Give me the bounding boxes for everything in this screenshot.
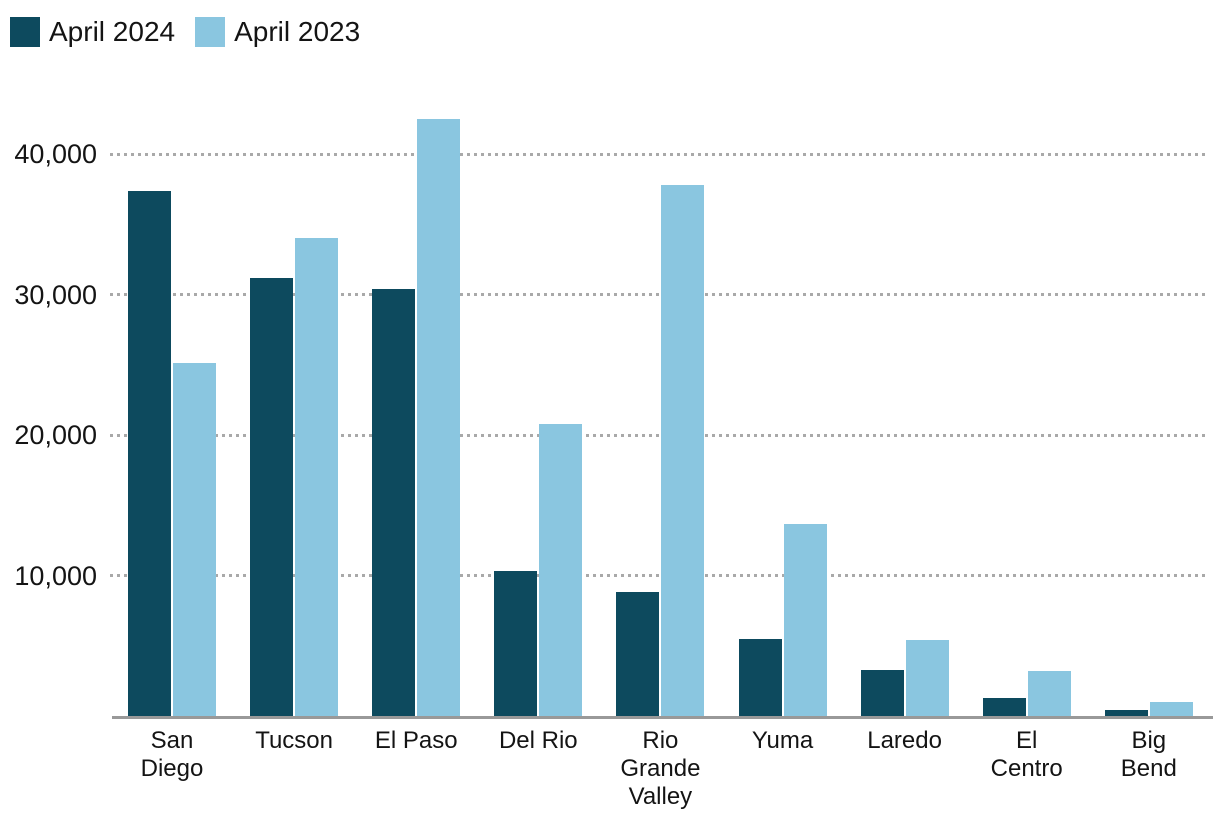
bar-april-2023-el-centro — [1027, 671, 1071, 716]
bar-april-2024-san-diego — [128, 190, 171, 716]
bar-april-2024-el-centro — [982, 697, 1026, 716]
bar-april-2023-san-diego — [173, 363, 216, 716]
legend-label-april-2024: April 2024 — [49, 16, 176, 47]
bar-april-2024-big-bend — [1104, 709, 1148, 716]
bar-april-2024-yuma — [738, 638, 782, 716]
bar-april-2023-el-paso — [417, 118, 461, 716]
bar-april-2023-rio-grande-valley — [661, 184, 705, 716]
x-axis-label-el-paso: El Paso — [374, 727, 458, 754]
legend-item-april-2023: April 2023 — [195, 16, 360, 48]
bar-april-2024-rio-grande-valley — [616, 592, 660, 716]
bar-april-2024-laredo — [860, 669, 904, 716]
x-axis-label-del-rio: Del Rio — [498, 727, 578, 754]
y-axis-tick-label: 40,000 — [14, 139, 97, 169]
gridline-20000 — [110, 433, 1207, 437]
bar-april-2023-yuma — [783, 523, 827, 716]
gridline-40000 — [110, 152, 1207, 156]
x-axis-label-san-diego: San Diego — [140, 727, 204, 782]
bar-april-2023-tucson — [295, 238, 339, 716]
bar-april-2023-big-bend — [1149, 701, 1193, 716]
bar-april-2023-del-rio — [539, 423, 583, 716]
chart-legend: April 2024 April 2023 — [10, 16, 360, 48]
legend-swatch-april-2023 — [195, 17, 226, 47]
y-axis-tick-label: 10,000 — [14, 560, 97, 591]
y-axis-tick-label: 20,000 — [14, 420, 97, 450]
x-axis-line — [112, 716, 1213, 719]
y-axis-tick-label: 30,000 — [14, 279, 97, 310]
bar-april-2024-del-rio — [494, 571, 538, 716]
bar-april-2024-el-paso — [372, 288, 416, 716]
gridline-10000 — [110, 574, 1207, 577]
x-axis-label-big-bend: Big Bend — [1120, 727, 1177, 782]
x-axis-label-tucson: Tucson — [255, 727, 333, 754]
bar-april-2023-laredo — [905, 640, 949, 716]
legend-label-april-2023: April 2023 — [234, 16, 361, 47]
x-axis-label-yuma: Yuma — [751, 727, 814, 754]
gridline-30000 — [110, 293, 1207, 296]
x-axis-label-rio-grande-valley: Rio Grande Valley — [620, 727, 701, 810]
x-axis-label-el-centro: El Centro — [990, 727, 1063, 782]
bar-april-2024-tucson — [250, 277, 294, 716]
x-axis-label-laredo: Laredo — [867, 727, 942, 754]
legend-swatch-april-2024 — [10, 17, 40, 47]
legend-item-april-2024: April 2024 — [10, 16, 175, 48]
